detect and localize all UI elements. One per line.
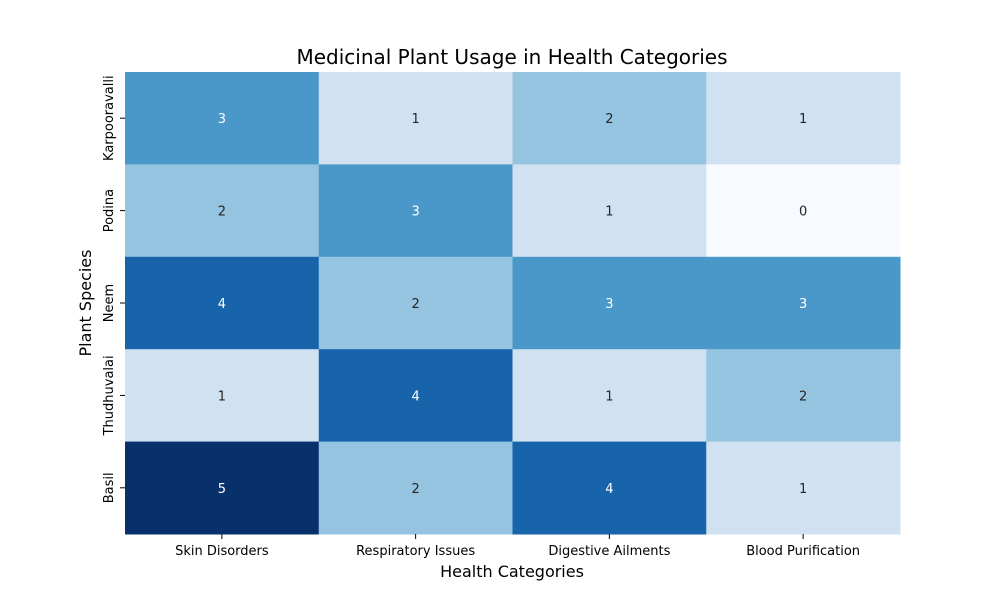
- heatmap-cell: [512, 72, 707, 165]
- heatmap-cell-value: 1: [605, 205, 613, 220]
- heatmap-cell-value: 2: [411, 482, 419, 497]
- heatmap-cell-value: 4: [218, 297, 226, 312]
- heatmap-cell: [318, 72, 513, 165]
- heatmap-cell: [512, 164, 707, 258]
- heatmap-cell-value: 2: [799, 389, 807, 404]
- heatmap-cell: [318, 349, 513, 443]
- heatmap-cell-value: 3: [411, 205, 419, 220]
- y-axis-ticks: Karpooravalli Podina Neem Thudhuvalai Basil: [102, 75, 125, 503]
- x-tick-label: Digestive Ailments: [548, 544, 670, 559]
- x-tick-label: Respiratory Issues: [356, 544, 475, 559]
- heatmap-cell-value: 4: [411, 389, 419, 404]
- heatmap-cell-value: 3: [605, 297, 613, 312]
- heatmap-cell: [512, 256, 707, 350]
- heatmap-cell-value: 2: [218, 205, 226, 220]
- x-axis-label: Health Categories: [440, 562, 584, 581]
- heatmap-cell-value: 2: [411, 297, 419, 312]
- heatmap-cell: [512, 441, 707, 535]
- y-tick-label: Basil: [102, 472, 117, 503]
- heatmap-cell: [318, 256, 513, 350]
- heatmap-cell-value: 1: [799, 482, 807, 497]
- y-tick-label: Thudhuvalai: [102, 355, 117, 436]
- y-tick-label: Karpooravalli: [102, 75, 117, 161]
- heatmap-cell: [706, 164, 901, 258]
- heatmap-cell: [125, 164, 320, 258]
- heatmap-cell: [125, 256, 320, 350]
- x-tick-label: Blood Purification: [746, 544, 860, 559]
- heatmap-cell-value: 3: [218, 112, 226, 127]
- heatmap-cell: [125, 349, 320, 443]
- heatmap-cell-value: 0: [799, 205, 807, 220]
- heatmap-cell-value: 2: [605, 112, 613, 127]
- heatmap-cell: [318, 164, 513, 258]
- heatmap-cell-value: 1: [411, 112, 419, 127]
- x-tick-label: Skin Disorders: [175, 544, 269, 559]
- heatmap-cell-value: 3: [799, 297, 807, 312]
- heatmap-value-labels: 3 1 2 1 2 3 1 0 4 2 3 3 1 4 1 2 5 2 4 1: [218, 112, 808, 497]
- heatmap-cells: [125, 72, 901, 535]
- heatmap-cell-value: 5: [218, 482, 226, 497]
- x-axis-ticks: Skin Disorders Respiratory Issues Digestiv…: [175, 534, 860, 559]
- heatmap-cell: [706, 349, 901, 443]
- chart-title: Medicinal Plant Usage in Health Categori…: [296, 45, 727, 69]
- heatmap-cell: [706, 72, 901, 165]
- heatmap-cell-value: 1: [605, 389, 613, 404]
- heatmap-cell: [706, 256, 901, 350]
- heatmap-cell-value: 1: [218, 389, 226, 404]
- y-tick-label: Podina: [102, 189, 117, 232]
- y-tick-label: Neem: [102, 284, 117, 322]
- heatmap-cell: [512, 349, 707, 443]
- heatmap-cell: [706, 441, 901, 535]
- heatmap-cell: [125, 441, 320, 535]
- heatmap-cell-value: 4: [605, 482, 613, 497]
- heatmap-cell: [125, 72, 320, 165]
- heatmap-cell: [318, 441, 513, 535]
- heatmap-cell-value: 1: [799, 112, 807, 127]
- y-axis-label: Plant Species: [76, 250, 95, 357]
